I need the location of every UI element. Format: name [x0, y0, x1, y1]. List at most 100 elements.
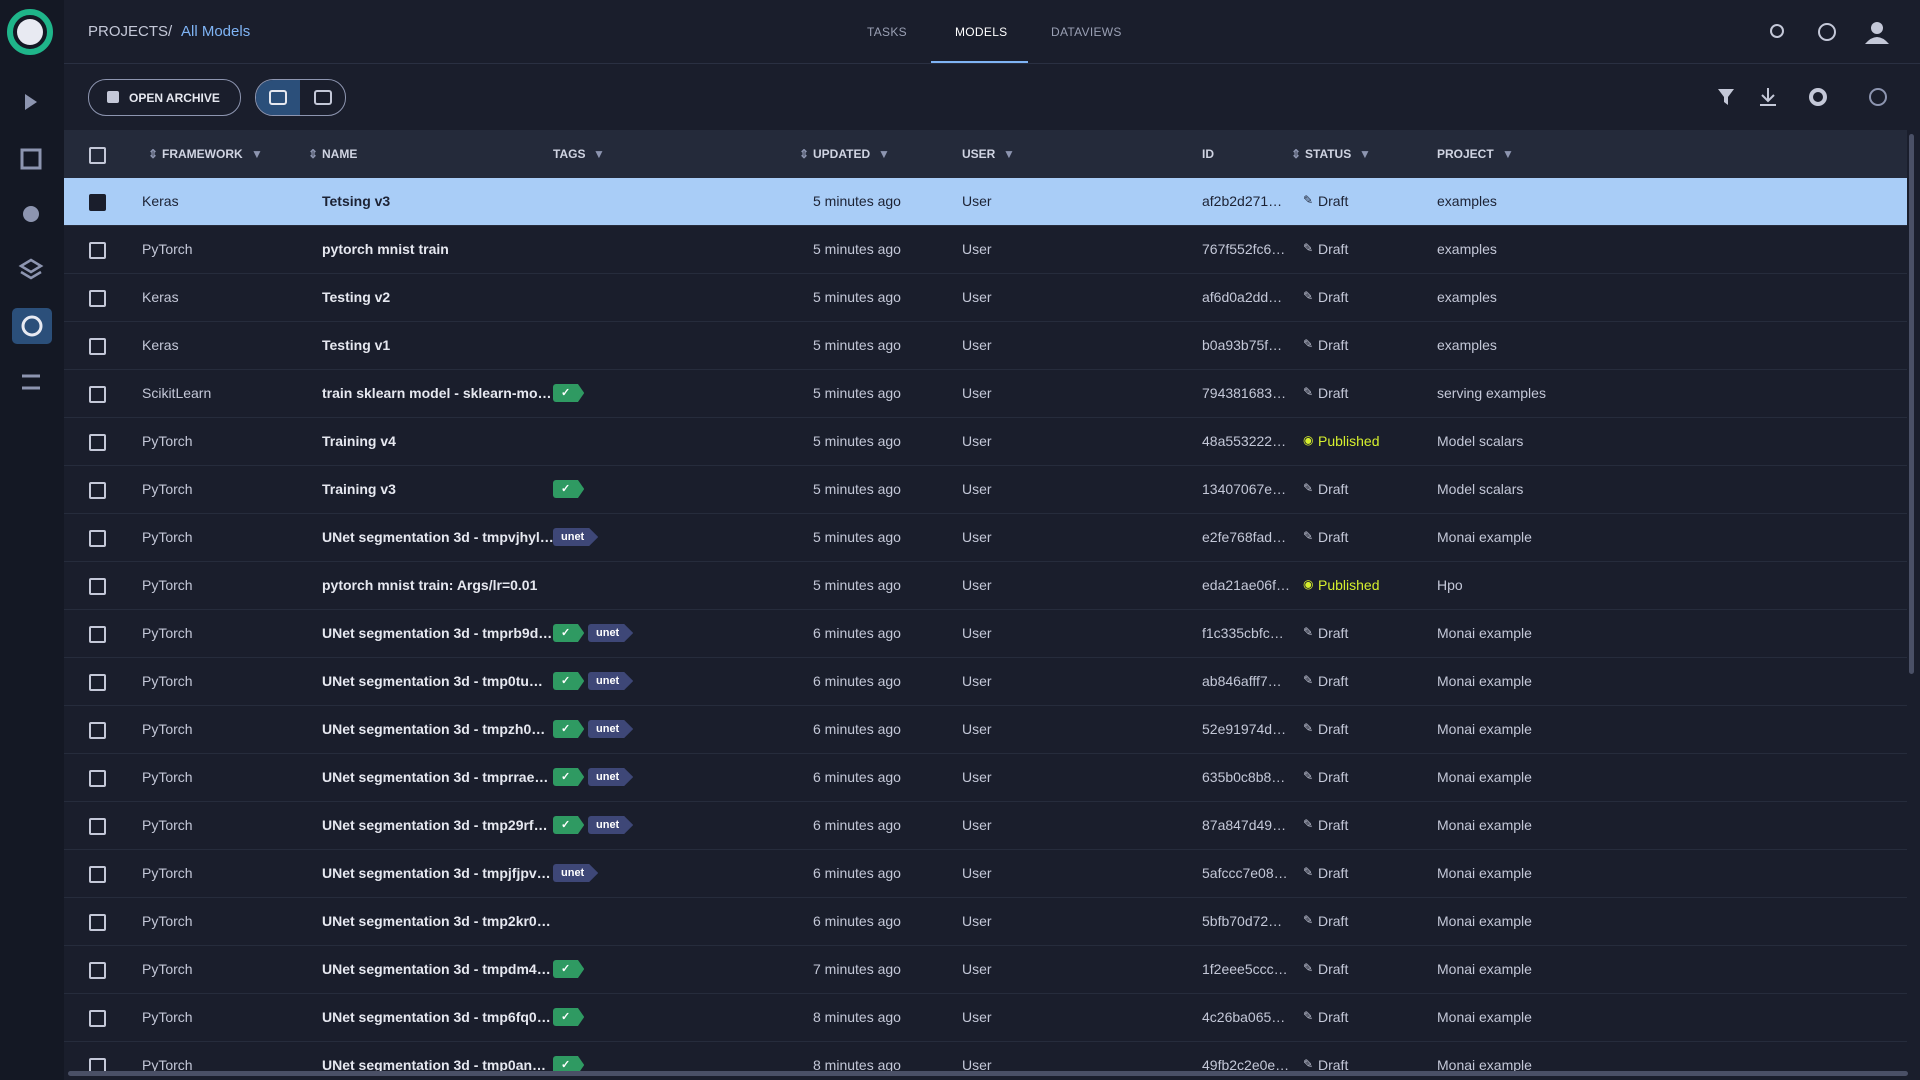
model-name[interactable]: pytorch mnist train	[322, 241, 449, 257]
model-name[interactable]: Testing v1	[322, 337, 391, 353]
filter-icon[interactable]: ▼	[878, 147, 890, 161]
updated: 6 minutes ago	[813, 673, 901, 689]
model-name[interactable]: Training v3	[322, 481, 396, 497]
model-name[interactable]: UNet segmentation 3d - tmprb9d…	[322, 625, 553, 641]
table-row[interactable]: PyTorch UNet segmentation 3d - tmpvjhyl… u…	[64, 514, 1907, 562]
column-header[interactable]: ID	[1202, 147, 1214, 161]
row-checkbox[interactable]	[89, 242, 106, 259]
column-header[interactable]: TAGS	[553, 147, 586, 161]
table-row[interactable]: PyTorch UNet segmentation 3d - tmprb9d… ✓ u…	[64, 610, 1907, 658]
model-name[interactable]: train sklearn model - sklearn-mo…	[322, 385, 552, 401]
model-name[interactable]: Training v4	[322, 433, 396, 449]
table-row[interactable]: PyTorch UNet segmentation 3d - tmp0an… ✓ 8 …	[64, 1042, 1907, 1072]
table-row[interactable]: PyTorch UNet segmentation 3d - tmpdm4… ✓ 7 …	[64, 946, 1907, 994]
refresh-icon[interactable]	[1869, 88, 1887, 106]
row-checkbox[interactable]	[89, 530, 106, 547]
filter-icon[interactable]: ▼	[1003, 147, 1015, 161]
open-archive-button[interactable]: OPEN ARCHIVE	[88, 79, 241, 116]
model-name[interactable]: UNet segmentation 3d - tmp0an…	[322, 1057, 547, 1072]
row-checkbox[interactable]	[89, 866, 106, 883]
row-checkbox[interactable]	[89, 578, 106, 595]
clear-filter-icon[interactable]	[1718, 89, 1734, 105]
nav-icon[interactable]	[18, 258, 44, 280]
v-scrollbar[interactable]	[1909, 134, 1914, 674]
row-checkbox[interactable]	[89, 434, 106, 451]
details-icon[interactable]	[314, 90, 332, 105]
breadcrumb[interactable]: All Models	[181, 23, 251, 40]
framework: PyTorch	[142, 433, 193, 449]
search-icon[interactable]	[1770, 24, 1784, 38]
table-view[interactable]	[256, 80, 300, 115]
settings-icon[interactable]	[1809, 88, 1827, 106]
model-name[interactable]: Tetsing v3	[322, 193, 391, 209]
nav-icon[interactable]	[23, 206, 39, 222]
table-row[interactable]: PyTorch UNet segmentation 3d - tmp29rf… ✓ u…	[64, 802, 1907, 850]
breadcrumb[interactable]: PROJECTS	[88, 23, 169, 40]
download-icon[interactable]	[1760, 88, 1776, 106]
user-icon[interactable]	[1871, 22, 1883, 34]
tab[interactable]: MODELS	[955, 25, 1008, 39]
table-row[interactable]: PyTorch Training v4 5 minutes ago User 48a55…	[64, 418, 1907, 466]
h-scrollbar[interactable]	[68, 1071, 1908, 1076]
column-header[interactable]: STATUS	[1305, 147, 1352, 161]
model-name[interactable]: UNet segmentation 3d - tmpjfjpv…	[322, 865, 551, 881]
tab[interactable]: TASKS	[867, 25, 907, 39]
column-header[interactable]: FRAMEWORK	[162, 147, 243, 161]
filter-icon[interactable]: ▼	[593, 147, 605, 161]
row-checkbox[interactable]	[89, 386, 106, 403]
model-name[interactable]: UNet segmentation 3d - tmp6fq0…	[322, 1009, 551, 1025]
row-checkbox[interactable]	[89, 722, 106, 739]
model-name[interactable]: UNet segmentation 3d - tmpzh0…	[322, 721, 546, 737]
filter-icon[interactable]: ▼	[1359, 147, 1371, 161]
select-all[interactable]	[89, 147, 106, 164]
nav-icon[interactable]	[21, 315, 43, 337]
filter-icon[interactable]: ▼	[251, 147, 263, 161]
nav-icon[interactable]	[20, 148, 42, 170]
model-name[interactable]: UNet segmentation 3d - tmp2kr0…	[322, 913, 551, 929]
model-name[interactable]: UNet segmentation 3d - tmp29rf…	[322, 817, 548, 833]
column-header[interactable]: UPDATED	[813, 147, 871, 161]
column-header[interactable]: PROJECT	[1437, 147, 1494, 161]
table-row[interactable]: PyTorch UNet segmentation 3d - tmp0tu… ✓ un…	[64, 658, 1907, 706]
tab[interactable]: DATAVIEWS	[1051, 25, 1122, 39]
table-row[interactable]: ScikitLearn train sklearn model - sklearn…	[64, 370, 1907, 418]
table-row[interactable]: PyTorch UNet segmentation 3d - tmpjfjpv… u…	[64, 850, 1907, 898]
table-row[interactable]: Keras Tetsing v3 5 minutes ago User af2b2d27…	[64, 178, 1907, 226]
model-name[interactable]: UNet segmentation 3d - tmpvjhyl…	[322, 529, 554, 545]
column-header[interactable]: NAME	[322, 147, 358, 161]
row-checkbox[interactable]	[89, 482, 106, 499]
table-row[interactable]: PyTorch pytorch mnist train: Args/lr=0.01…	[64, 562, 1907, 610]
table-row[interactable]: PyTorch UNet segmentation 3d - tmprrae… ✓ u…	[64, 754, 1907, 802]
table-row[interactable]: Keras Testing v1 5 minutes ago User b0a93b75…	[64, 322, 1907, 370]
nav-icon[interactable]	[25, 94, 37, 110]
row-checkbox[interactable]	[89, 818, 106, 835]
nav-icon[interactable]	[22, 374, 40, 390]
row-checkbox[interactable]	[89, 962, 106, 979]
table-row[interactable]: PyTorch UNet segmentation 3d - tmp2kr0… 6 …	[64, 898, 1907, 946]
row-checkbox[interactable]	[89, 674, 106, 691]
table-row[interactable]: Keras Testing v2 5 minutes ago User af6d0a2d…	[64, 274, 1907, 322]
model-name[interactable]: UNet segmentation 3d - tmpdm4…	[322, 961, 551, 977]
row-checkbox[interactable]	[89, 914, 106, 931]
user: User	[962, 817, 992, 833]
nav-active[interactable]	[12, 308, 52, 344]
table-row[interactable]: PyTorch pytorch mnist train 5 minutes ago U…	[64, 226, 1907, 274]
row-checkbox[interactable]	[89, 770, 106, 787]
help-icon[interactable]	[1818, 23, 1836, 41]
model-name[interactable]: UNet segmentation 3d - tmprrae…	[322, 769, 549, 785]
table-row[interactable]: PyTorch UNet segmentation 3d - tmpzh0… ✓ un…	[64, 706, 1907, 754]
row-checkbox[interactable]	[89, 338, 106, 355]
filter-icon[interactable]: ▼	[1502, 147, 1514, 161]
model-name[interactable]: Testing v2	[322, 289, 391, 305]
row-checkbox[interactable]	[89, 290, 106, 307]
row-checkbox[interactable]	[89, 1058, 106, 1072]
table-row[interactable]: PyTorch Training v3 ✓ 5 minutes ago User 1340…	[64, 466, 1907, 514]
updated: 5 minutes ago	[813, 433, 901, 449]
column-header[interactable]: USER	[962, 147, 996, 161]
row-checkbox[interactable]	[89, 626, 106, 643]
model-name[interactable]: pytorch mnist train: Args/lr=0.01	[322, 577, 538, 593]
model-name[interactable]: UNet segmentation 3d - tmp0tu…	[322, 673, 543, 689]
row-checkbox[interactable]	[89, 194, 106, 211]
row-checkbox[interactable]	[89, 1010, 106, 1027]
table-row[interactable]: PyTorch UNet segmentation 3d - tmp6fq0… ✓ 8…	[64, 994, 1907, 1042]
